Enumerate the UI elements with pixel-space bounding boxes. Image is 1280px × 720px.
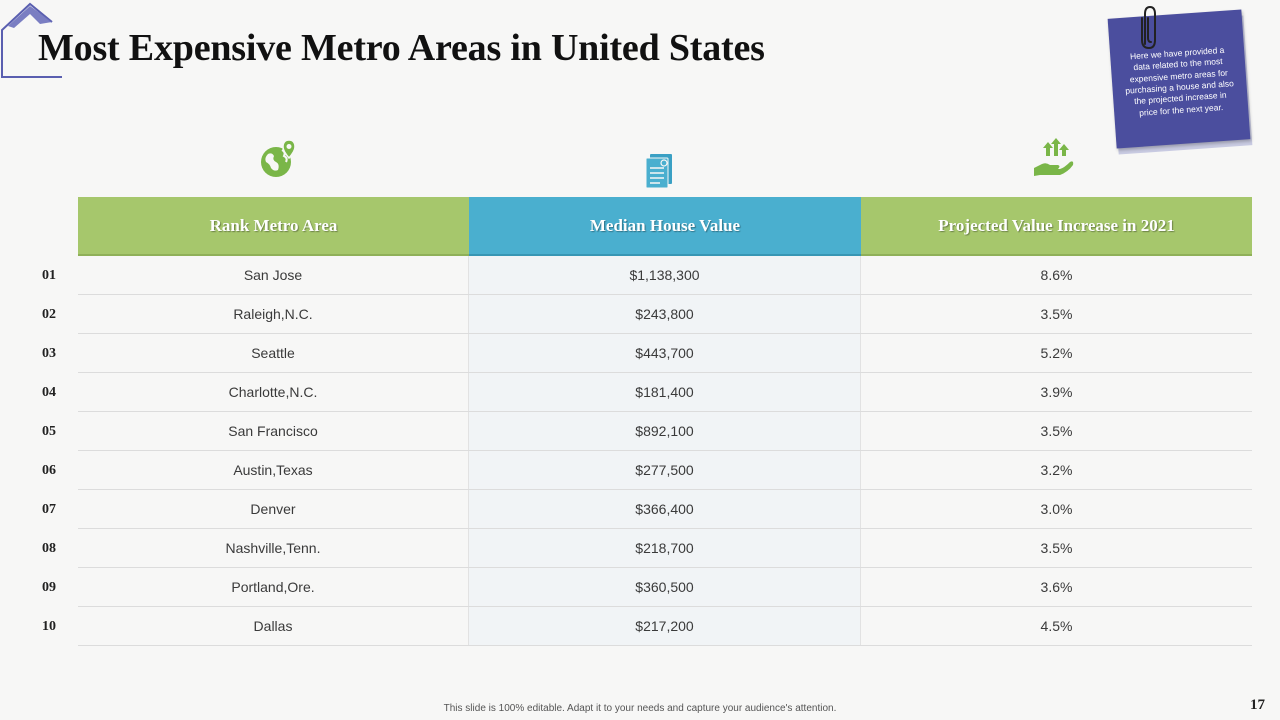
house-outline-icon: [1, 2, 62, 78]
increase-cell: 5.2%: [1040, 345, 1073, 361]
median-value-cell: $1,138,300: [469, 256, 861, 294]
increase-cell: 3.9%: [1040, 384, 1073, 400]
median-value-cell: $243,800: [469, 295, 861, 333]
table-row: 09 Portland,Ore. $360,500 3.6%: [42, 568, 1252, 607]
table-row: 05 San Francisco $892,100 3.5%: [42, 412, 1252, 451]
metro-area-cell: Denver: [78, 490, 469, 528]
globe-pin-icon: [261, 139, 296, 177]
metro-table: Rank Metro Area Median House Value Proje…: [42, 197, 1252, 646]
document-icon: [645, 154, 672, 189]
metro-area-cell: San Francisco: [78, 412, 469, 450]
median-value-cell: $366,400: [469, 490, 861, 528]
increase-cell: 3.0%: [1040, 501, 1073, 517]
table-row: 04 Charlotte,N.C. $181,400 3.9%: [42, 373, 1252, 412]
median-value-cell: $218,700: [469, 529, 861, 567]
increase-cell: 3.5%: [1040, 306, 1073, 322]
note-text: Here we have provided a data related to …: [1124, 44, 1235, 118]
increase-cell: 3.6%: [1040, 579, 1073, 595]
hand-growth-icon: [1034, 138, 1074, 176]
metro-area-cell: Austin,Texas: [78, 451, 469, 489]
median-value-cell: $360,500: [469, 568, 861, 606]
rank-number: 09: [42, 579, 56, 595]
table-row: 08 Nashville,Tenn. $218,700 3.5%: [42, 529, 1252, 568]
note-card: Here we have provided a data related to …: [1107, 9, 1251, 149]
rank-number: 06: [42, 462, 56, 478]
increase-cell: 3.5%: [1040, 423, 1073, 439]
rank-number: 08: [42, 540, 56, 556]
median-value-cell: $892,100: [469, 412, 861, 450]
metro-area-cell: Dallas: [78, 607, 469, 645]
median-value-cell: $181,400: [469, 373, 861, 411]
metro-area-cell: Raleigh,N.C.: [78, 295, 469, 333]
rank-number: 10: [42, 618, 56, 634]
page-title: Most Expensive Metro Areas in United Sta…: [38, 27, 765, 69]
median-value-cell: $443,700: [469, 334, 861, 372]
table-row: 07 Denver $366,400 3.0%: [42, 490, 1252, 529]
metro-area-cell: San Jose: [78, 256, 469, 294]
sticky-note: Here we have provided a data related to …: [1106, 4, 1256, 156]
table-row: 02 Raleigh,N.C. $243,800 3.5%: [42, 295, 1252, 334]
rank-number: 02: [42, 306, 56, 322]
paperclip-icon: [1141, 5, 1156, 50]
header-rank-metro-area: Rank Metro Area: [78, 197, 469, 256]
page-number: 17: [1250, 697, 1265, 713]
increase-cell: 8.6%: [1040, 267, 1073, 283]
increase-cell: 3.2%: [1040, 462, 1073, 478]
rank-number: 05: [42, 423, 56, 439]
table-header: Rank Metro Area Median House Value Proje…: [78, 197, 1252, 256]
metro-area-cell: Seattle: [78, 334, 469, 372]
header-median-house-value: Median House Value: [469, 197, 861, 256]
median-value-cell: $277,500: [469, 451, 861, 489]
table-row: 01 San Jose $1,138,300 8.6%: [42, 256, 1252, 295]
table-row: 10 Dallas $217,200 4.5%: [42, 607, 1252, 646]
rank-number: 04: [42, 384, 56, 400]
footer-text: This slide is 100% editable. Adapt it to…: [443, 703, 837, 714]
median-value-cell: $217,200: [469, 607, 861, 645]
increase-cell: 4.5%: [1040, 618, 1073, 634]
rank-number: 03: [42, 345, 56, 361]
table-row: 06 Austin,Texas $277,500 3.2%: [42, 451, 1252, 490]
rank-number: 01: [42, 267, 56, 283]
increase-cell: 3.5%: [1040, 540, 1073, 556]
table-row: 03 Seattle $443,700 5.2%: [42, 334, 1252, 373]
header-projected-increase: Projected Value Increase in 2021: [861, 197, 1252, 256]
metro-area-cell: Nashville,Tenn.: [78, 529, 469, 567]
metro-area-cell: Charlotte,N.C.: [78, 373, 469, 411]
metro-area-cell: Portland,Ore.: [78, 568, 469, 606]
rank-number: 07: [42, 501, 56, 517]
